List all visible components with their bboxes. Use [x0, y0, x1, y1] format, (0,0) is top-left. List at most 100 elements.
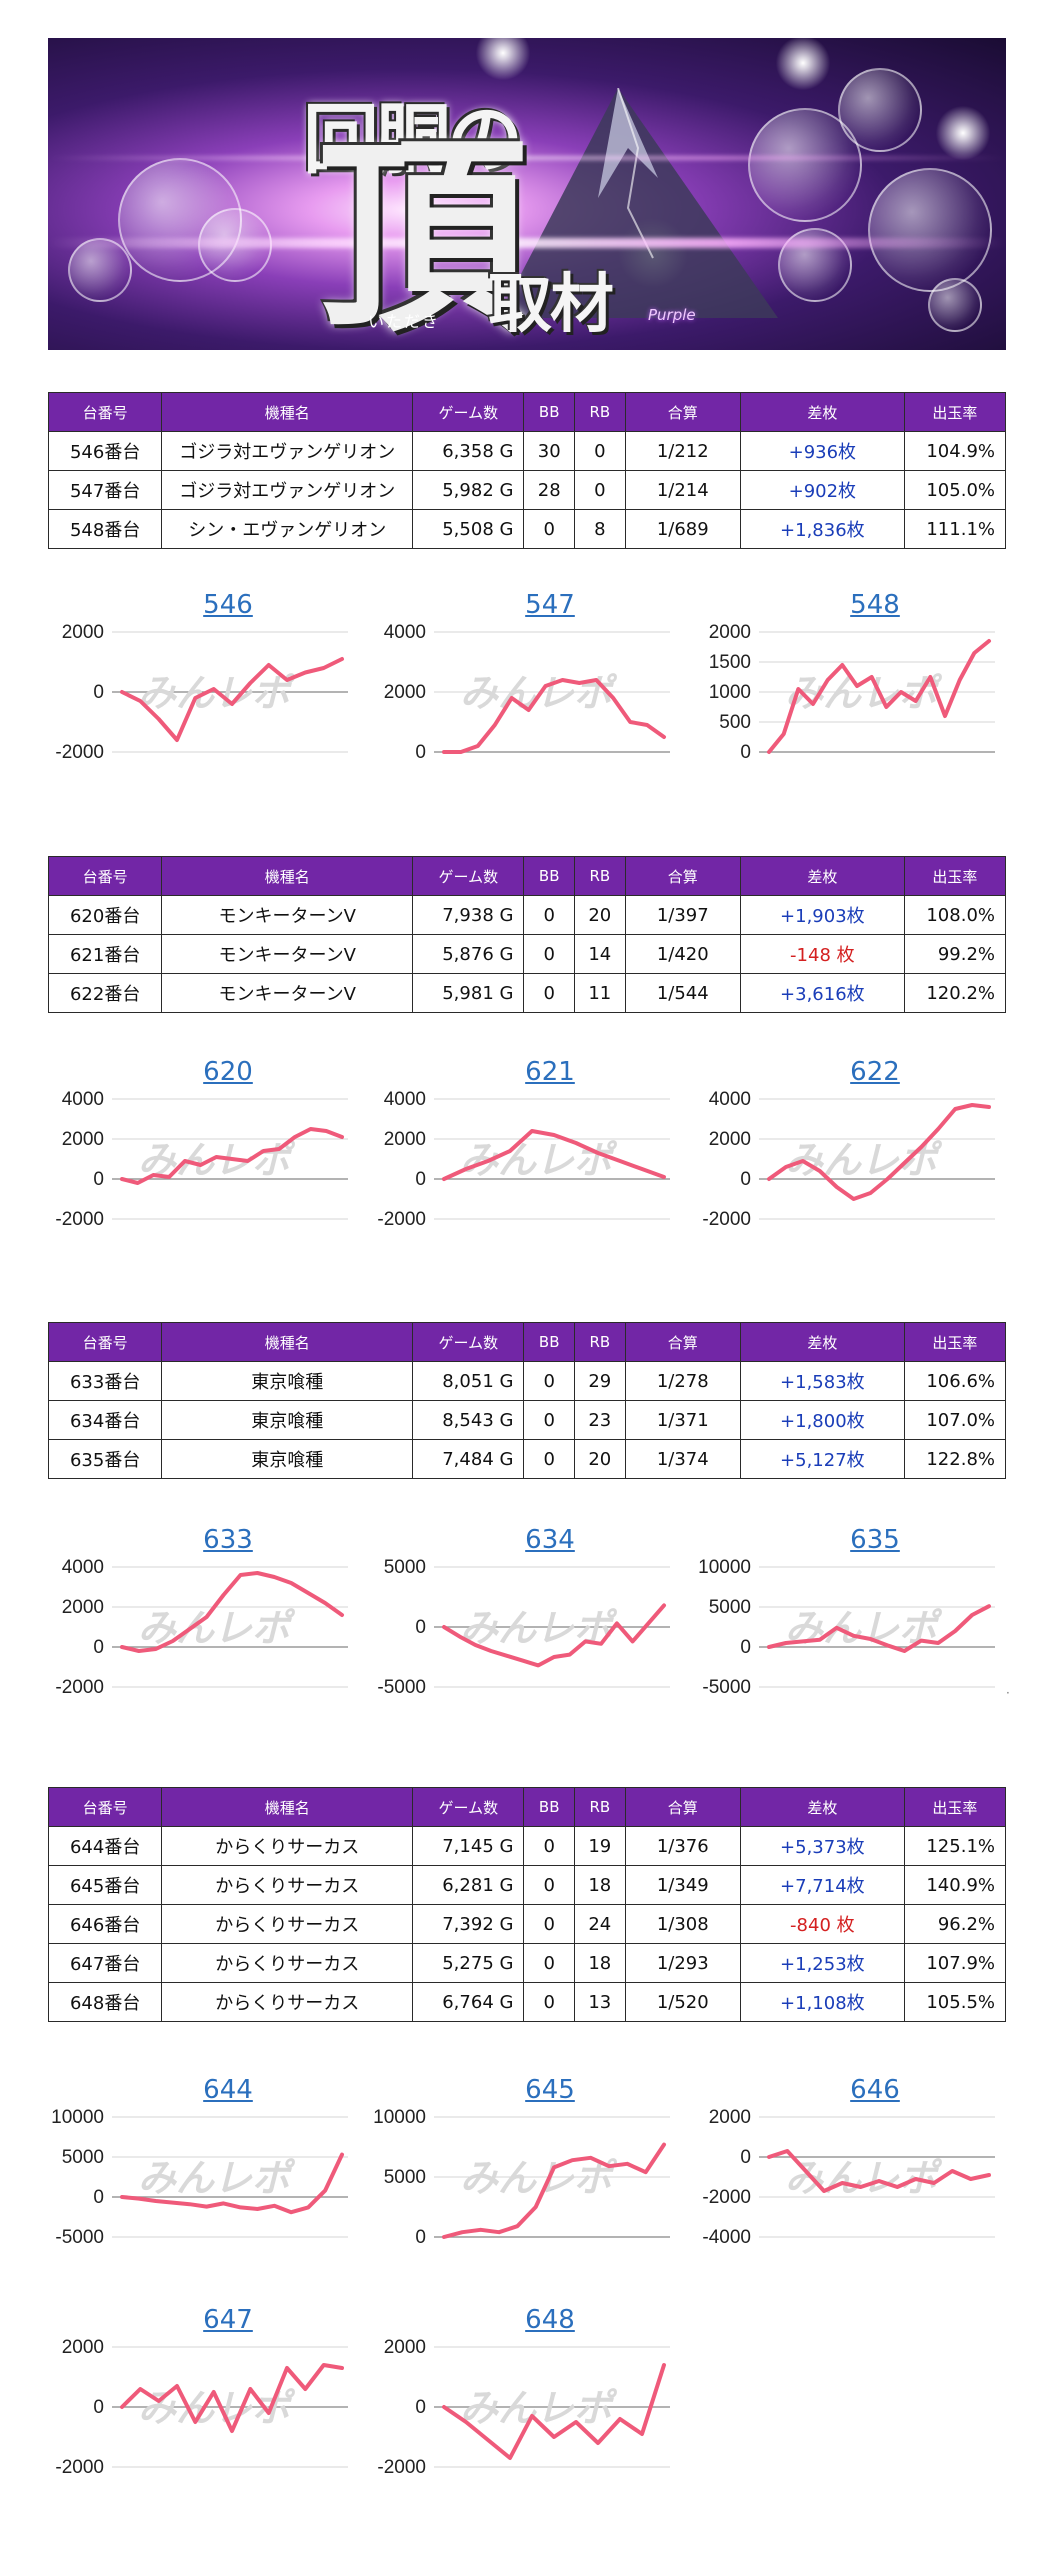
table-row: 548番台 シン・エヴァンゲリオン 5,508 G 0 8 1/689 +1,836枚 111…	[47, 509, 1007, 549]
column-header: RB	[574, 856, 626, 896]
y-tick-label: -2000	[55, 742, 104, 763]
cell-no: 634番台	[47, 1400, 163, 1440]
cell-diff: +936枚	[739, 431, 905, 471]
chart-title-link[interactable]: 646	[850, 2075, 900, 2105]
banner-title-sub: 取材	[488, 267, 614, 342]
chart-title-link[interactable]: 644	[203, 2075, 253, 2105]
cell-rate: 104.9%	[903, 431, 1007, 471]
cell-rate: 96.2%	[903, 1904, 1007, 1944]
cell-rb: 24	[574, 1904, 626, 1944]
machine-chart: 546 2000 0 -2000 みんレポ	[48, 590, 408, 780]
column-header: 出玉率	[903, 392, 1007, 432]
cell-rate: 140.9%	[903, 1865, 1007, 1905]
watermark-logo: みんレポ	[138, 2156, 296, 2200]
cell-combined: 1/544	[624, 973, 741, 1013]
cell-rate: 105.0%	[903, 470, 1007, 510]
banner-ruby: いただき	[368, 312, 441, 331]
machine-chart: 635 10000 5000 0 -5000 みんレポ	[695, 1525, 1054, 1715]
series-line	[767, 1604, 991, 1653]
y-tick-label: 2000	[709, 622, 751, 643]
light-beam	[48, 238, 1006, 248]
cell-combined: 1/308	[624, 1904, 741, 1944]
cell-rb: 29	[574, 1361, 626, 1401]
chart-title-link[interactable]: 621	[525, 1057, 575, 1087]
cell-model: 東京喰種	[161, 1439, 414, 1479]
cell-bb: 0	[523, 1826, 576, 1866]
column-header: 機種名	[161, 1787, 414, 1827]
cell-rate: 107.9%	[903, 1943, 1007, 1983]
y-tick-label: 5000	[384, 1557, 426, 1578]
y-tick-label: 500	[719, 712, 751, 733]
cell-model: からくりサーカス	[161, 1943, 414, 1983]
results-table: 台番号 機種名 ゲーム数 BB RB 合算 差枚 出玉率 633番台 東京喰種 8,051 G 0 29…	[47, 1322, 1007, 1479]
cell-games: 5,275 G	[412, 1943, 525, 1983]
cell-combined: 1/374	[624, 1439, 741, 1479]
cell-bb: 30	[523, 431, 576, 471]
chart-title-link[interactable]: 648	[525, 2305, 575, 2335]
chart-title-link[interactable]: 547	[525, 590, 575, 620]
cell-combined: 1/214	[624, 470, 741, 510]
series-line	[442, 1603, 666, 1668]
cell-games: 8,051 G	[412, 1361, 525, 1401]
column-header: RB	[574, 1787, 626, 1827]
watermark-logo: みんレポ	[460, 1138, 618, 1182]
cell-rb: 14	[574, 934, 626, 974]
cell-combined: 1/371	[624, 1400, 741, 1440]
y-tick-label: 0	[415, 1617, 426, 1638]
cell-model: からくりサーカス	[161, 1865, 414, 1905]
cell-no: 646番台	[47, 1904, 163, 1944]
y-tick-label: -4000	[702, 2227, 751, 2248]
chart-title-link[interactable]: 633	[203, 1525, 253, 1555]
table-header-row: 台番号 機種名 ゲーム数 BB RB 合算 差枚 出玉率	[47, 1787, 1007, 1827]
chart-title-link[interactable]: 546	[203, 590, 253, 620]
cell-combined: 1/212	[624, 431, 741, 471]
cell-no: 645番台	[47, 1865, 163, 1905]
series-line	[120, 2363, 344, 2433]
series-line	[120, 2152, 344, 2215]
line-chart: 2000 1500 1000 500 0 みんレポ	[709, 622, 995, 763]
cell-rb: 11	[574, 973, 626, 1013]
cell-games: 7,392 G	[412, 1904, 525, 1944]
column-header: ゲーム数	[412, 1787, 525, 1827]
y-tick-label: -5000	[377, 1677, 426, 1698]
cell-diff: +1,836枚	[739, 509, 905, 549]
y-tick-label: 0	[93, 1637, 104, 1658]
cell-bb: 0	[523, 934, 576, 974]
y-tick-label: 1000	[709, 682, 751, 703]
chart-title-link[interactable]: 647	[203, 2305, 253, 2335]
y-tick-label: 2000	[62, 1129, 104, 1150]
y-tick-label: -2000	[377, 1209, 426, 1230]
cell-diff: +5,373枚	[739, 1826, 905, 1866]
y-tick-label: -2000	[55, 2457, 104, 2478]
cell-rb: 23	[574, 1400, 626, 1440]
y-tick-label: 0	[415, 2397, 426, 2418]
column-header: ゲーム数	[412, 856, 525, 896]
mountain-graphic	[498, 88, 778, 318]
watermark-logo: みんレポ	[785, 1138, 943, 1182]
cell-bb: 0	[523, 973, 576, 1013]
chart-title-link[interactable]: 622	[850, 1057, 900, 1087]
chart-title-link[interactable]: 620	[203, 1057, 253, 1087]
header-banner: 回胴の 頂 取材 いただき Purple	[48, 38, 1006, 350]
series-line	[442, 2363, 666, 2460]
cell-model: 東京喰種	[161, 1400, 414, 1440]
chart-title-link[interactable]: 548	[850, 590, 900, 620]
cell-rate: 120.2%	[903, 973, 1007, 1013]
cell-rb: 0	[574, 431, 626, 471]
table-row: 633番台 東京喰種 8,051 G 0 29 1/278 +1,583枚 106.6%	[47, 1361, 1007, 1401]
cell-no: 546番台	[47, 431, 163, 471]
column-header: RB	[574, 392, 626, 432]
cell-bb: 28	[523, 470, 576, 510]
y-tick-label: 0	[93, 2187, 104, 2208]
chart-title-link[interactable]: 634	[525, 1525, 575, 1555]
y-tick-label: 5000	[709, 1597, 751, 1618]
y-tick-label: 4000	[62, 1557, 104, 1578]
cell-rb: 13	[574, 1982, 626, 2022]
line-chart: 10000 5000 0 -5000 みんレポ	[51, 2107, 348, 2248]
chart-title-link[interactable]: 645	[525, 2075, 575, 2105]
table-row: 621番台 モンキーターンV 5,876 G 0 14 1/420 -148 枚 99.2%	[47, 934, 1007, 974]
chart-title-link[interactable]: 635	[850, 1525, 900, 1555]
cell-no: 633番台	[47, 1361, 163, 1401]
